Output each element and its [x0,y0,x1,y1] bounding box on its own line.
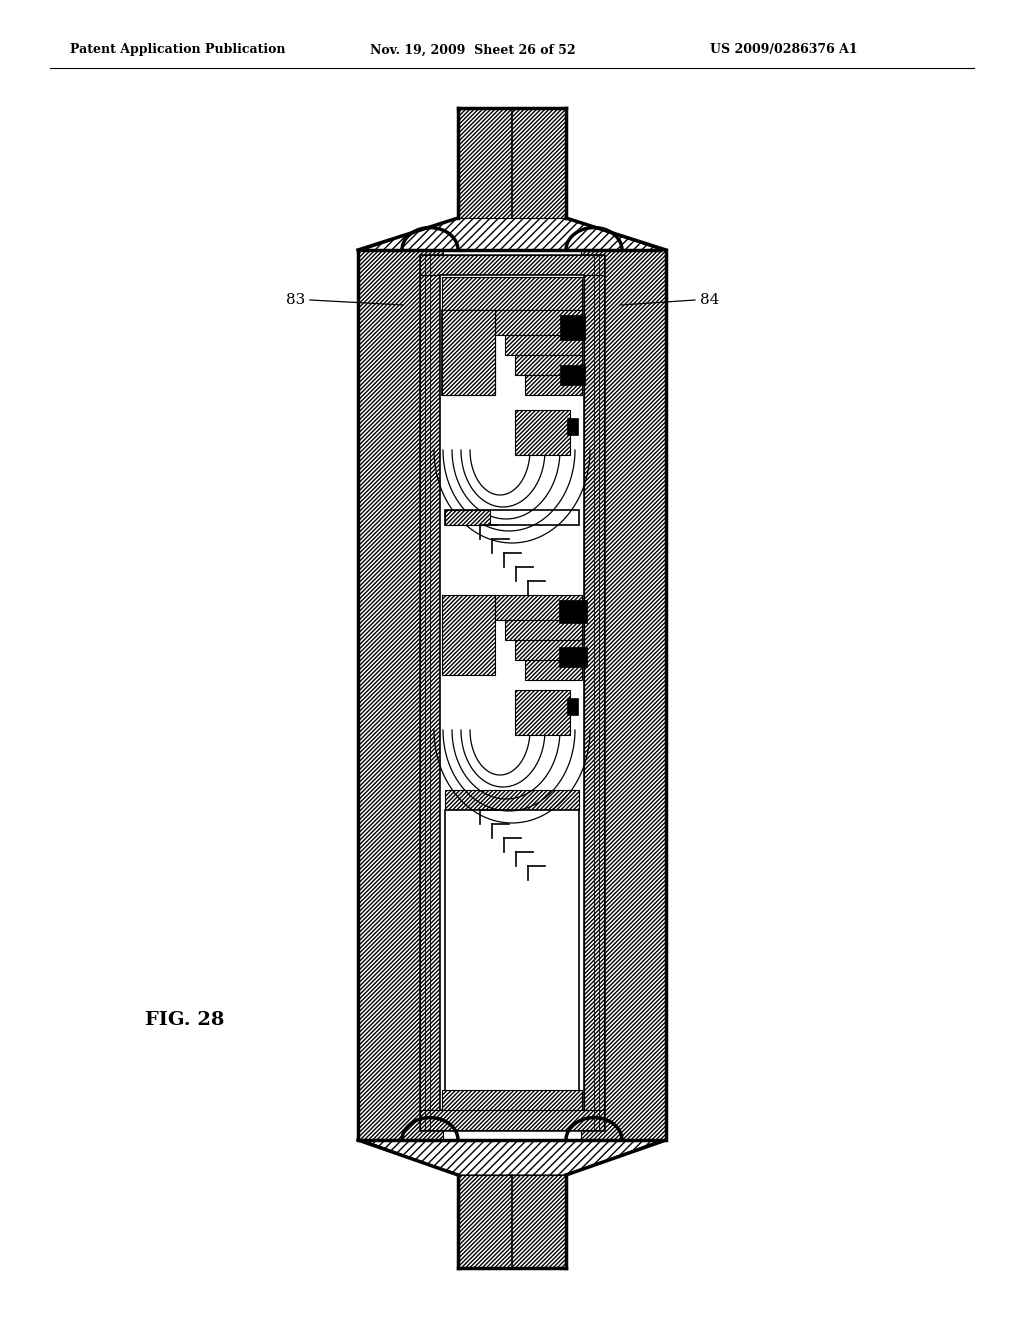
Bar [458,108,566,218]
Bar [515,690,570,735]
Bar [442,1090,582,1110]
Bar [515,640,582,660]
Text: Patent Application Publication: Patent Application Publication [70,44,286,57]
Bar [581,249,666,1140]
Bar [505,335,582,355]
Bar [505,620,582,640]
Bar [559,601,587,623]
Bar [525,375,582,395]
Bar [420,255,440,1130]
Bar [567,418,578,436]
Bar [358,249,443,1140]
Text: 84: 84 [700,293,720,308]
Bar [560,366,585,385]
Bar [515,411,570,455]
Text: US 2009/0286376 A1: US 2009/0286376 A1 [710,44,858,57]
Bar [442,310,495,395]
Bar [525,660,582,680]
Text: 83: 83 [286,293,305,308]
Bar [458,1175,566,1269]
Bar [445,510,490,525]
Bar [567,698,578,715]
Bar [442,310,495,395]
Bar [420,255,604,1130]
Polygon shape [362,218,662,249]
Bar [445,810,579,1105]
Bar [445,510,579,525]
Bar [495,595,582,620]
Bar [559,647,587,667]
Bar [445,789,579,810]
Bar [584,255,604,1130]
Polygon shape [362,1140,662,1175]
Bar [495,310,582,335]
Text: Nov. 19, 2009  Sheet 26 of 52: Nov. 19, 2009 Sheet 26 of 52 [370,44,575,57]
Bar [420,1110,604,1130]
Bar [560,315,585,341]
Bar [515,355,582,375]
Bar [440,275,584,1110]
Bar [442,310,495,395]
Bar [442,595,495,675]
Bar [420,255,604,275]
Bar [442,277,582,310]
Text: FIG. 28: FIG. 28 [145,1011,224,1030]
